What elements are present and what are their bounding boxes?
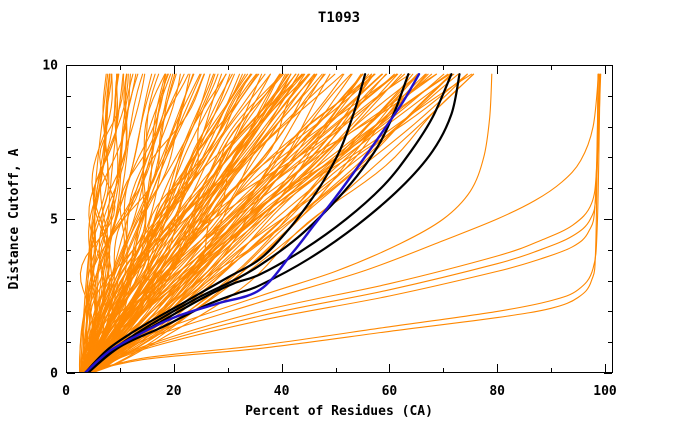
model-curve [87,73,297,373]
model-curve [87,73,257,373]
black-model-1 [83,73,367,373]
model-curve [88,73,419,373]
x-tick-label-4: 80 [489,384,505,399]
axis-tick-labels: 0 20 40 60 80 100 0 5 10 [42,59,617,400]
model-curve [81,73,398,373]
x-tick-label-3: 60 [382,384,398,399]
model-curve [88,73,195,373]
outlier-2 [81,73,601,373]
reference-curve-group [83,73,421,373]
plot-frame [66,65,613,373]
outlier-3 [84,73,600,373]
x-tick-label-0: 0 [62,384,70,399]
model-curve [83,73,316,373]
model-curve [78,73,144,373]
chart-title: T1093 [318,10,360,26]
model-curve [86,73,109,373]
model-curve [87,73,364,373]
model-curve [80,73,353,373]
model-curve [91,73,251,373]
model-curve [80,73,473,373]
model-curve [83,73,306,373]
y-tick-label-0: 0 [50,367,58,382]
outlier-7 [87,73,493,373]
model-curve [79,73,304,373]
model-curve [84,73,445,373]
model-curve [89,73,172,373]
blue-reference-model [83,73,421,373]
y-tick-label-2: 10 [42,59,58,74]
model-curve [88,73,153,373]
x-tick-label-1: 20 [166,384,182,399]
model-curve [80,73,235,373]
y-axis-label: Distance Cutoff, A [7,148,22,289]
model-curves-group [78,73,475,373]
model-curve [81,73,119,373]
model-curve [83,73,246,373]
model-curve [88,73,375,373]
outlier-5 [84,73,602,373]
y-tick-label-1: 5 [50,213,58,228]
x-tick-label-5: 100 [593,384,617,399]
model-curve [87,73,323,373]
outlier-4 [84,73,601,373]
model-curve [80,73,241,373]
highlight-curves-group [83,73,461,373]
model-curve [91,73,475,373]
model-curve [87,73,169,373]
model-curve [87,73,336,373]
model-curve [78,73,120,373]
model-curve [89,73,383,373]
model-curve [82,73,134,373]
black-model-2 [83,73,410,373]
x-axis-label: Percent of Residues (CA) [245,404,433,419]
model-curve [88,73,263,373]
model-curve [81,73,194,373]
x-tick-label-2: 40 [274,384,290,399]
outlier-curves-group [81,73,602,373]
model-curve [80,73,292,373]
outlier-6 [87,73,600,373]
axes-frame [66,65,613,374]
model-curve [85,73,113,373]
black-model-4 [86,73,461,373]
